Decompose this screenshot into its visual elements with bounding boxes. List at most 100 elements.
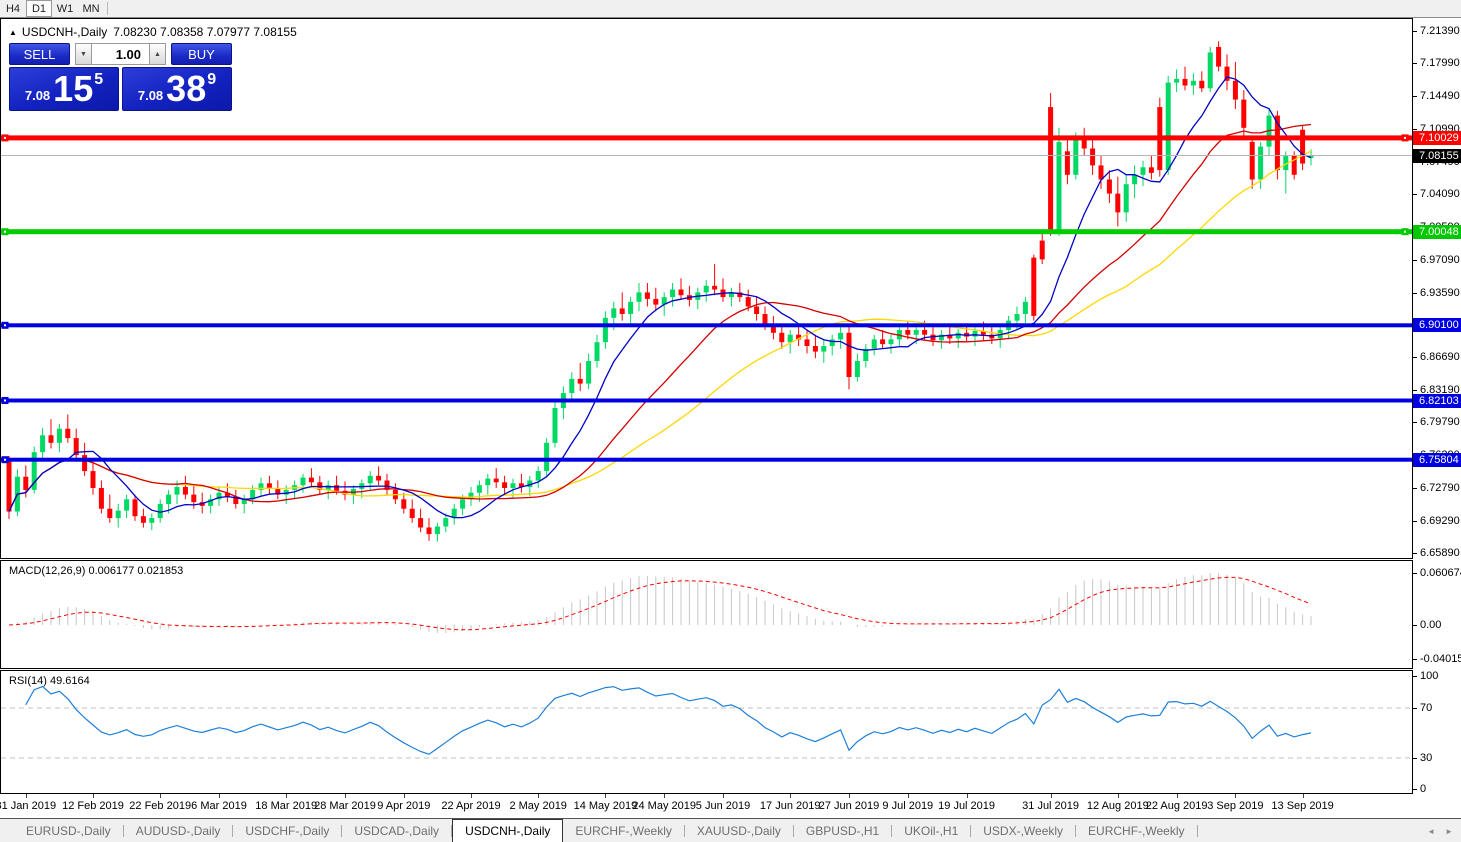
date-axis-label: 27 Jun 2019 bbox=[818, 800, 880, 812]
price-axis[interactable]: 7.213907.179907.144907.109907.074907.040… bbox=[1413, 18, 1461, 559]
hline-handle-dot bbox=[4, 399, 6, 402]
candle bbox=[157, 504, 163, 519]
candle bbox=[544, 442, 550, 472]
rsi-axis[interactable]: 100 70 30 0 bbox=[1413, 670, 1461, 795]
symbol-title: USDCNH-,Daily bbox=[21, 25, 108, 39]
horizontal-level-line[interactable] bbox=[1, 229, 1412, 235]
chart-tab-gbpusd-h1[interactable]: GBPUSD-,H1 bbox=[805, 823, 880, 838]
date-axis-tick bbox=[1050, 794, 1052, 798]
tab-separator bbox=[891, 824, 893, 837]
chart-tab-usdx-weekly[interactable]: USDX-,Weekly bbox=[983, 823, 1064, 838]
candle bbox=[149, 518, 155, 523]
price-axis-tick-label: 7.21390 bbox=[1420, 25, 1460, 37]
candle bbox=[334, 485, 340, 491]
chart-tab-usdchf-daily[interactable]: USDCHF-,Daily bbox=[245, 823, 330, 838]
candle bbox=[1014, 314, 1020, 321]
chart-tab-ukoil-h1[interactable]: UKOil-,H1 bbox=[904, 823, 959, 838]
volume-input[interactable] bbox=[92, 43, 149, 65]
sell-price-digits: 15 bbox=[53, 68, 94, 109]
price-axis-tick-label: 7.04090 bbox=[1420, 187, 1460, 200]
rsi-indicator-pane[interactable]: RSI(14) 49.6164 bbox=[0, 670, 1413, 794]
timeframe-button-mn[interactable]: MN bbox=[82, 2, 100, 15]
hline-handle-dot bbox=[4, 136, 6, 139]
hline-handle-dot bbox=[4, 458, 6, 461]
candle bbox=[325, 485, 331, 490]
price-chart-pane[interactable]: ▲ USDCNH-,Daily 7.08230 7.08358 7.07977 7.… bbox=[0, 18, 1413, 559]
sell-price-pip: 5 bbox=[94, 71, 104, 88]
candle bbox=[1224, 66, 1230, 81]
candle bbox=[972, 330, 978, 337]
date-axis-tick bbox=[471, 794, 472, 798]
candle bbox=[947, 334, 953, 339]
horizontal-level-line[interactable] bbox=[1, 457, 1412, 462]
rsi-axis-tick bbox=[1413, 676, 1417, 677]
macd-axis[interactable]: 0.060674 0.00 -0.040152 bbox=[1413, 560, 1461, 669]
candle bbox=[980, 330, 986, 335]
volume-increase-icon[interactable]: ▲ bbox=[149, 43, 166, 65]
price-axis-tick bbox=[1413, 259, 1417, 261]
volume-decrease-icon[interactable]: ▼ bbox=[75, 43, 92, 65]
candle bbox=[140, 516, 146, 523]
candle bbox=[300, 477, 306, 486]
date-axis[interactable]: 31 Jan 2019 12 Feb 2019 22 Feb 2019 6 Mar 2… bbox=[0, 794, 1461, 818]
candle bbox=[182, 487, 188, 495]
ma-line-period-34 bbox=[8, 150, 1312, 512]
date-axis-label: 9 Apr 2019 bbox=[377, 800, 431, 812]
date-axis-tick bbox=[966, 794, 968, 798]
candle bbox=[73, 438, 79, 456]
candle bbox=[1274, 115, 1280, 171]
date-axis-label: 2 May 2019 bbox=[509, 800, 567, 812]
candle bbox=[460, 499, 466, 509]
candle bbox=[1258, 146, 1264, 180]
date-axis-tick bbox=[1117, 794, 1119, 798]
macd-axis-tick bbox=[1413, 625, 1417, 626]
date-axis-tick bbox=[219, 794, 220, 798]
chart-tab-xauusd-daily[interactable]: XAUUSD-,Daily bbox=[696, 823, 781, 838]
candle bbox=[23, 476, 29, 490]
timeframe-button-h4[interactable]: H4 bbox=[5, 2, 21, 15]
chart-tab-usdcnh-daily[interactable]: USDCNH-,Daily bbox=[452, 819, 564, 842]
buy-button[interactable]: BUY bbox=[171, 43, 232, 65]
buy-price-box[interactable]: 7.08 38 9 bbox=[122, 67, 232, 111]
candle bbox=[1022, 301, 1028, 314]
chart-tab-eurchf-weekly[interactable]: EURCHF-,Weekly bbox=[1088, 823, 1185, 838]
candle bbox=[266, 483, 272, 489]
chart-tab-audusd-daily[interactable]: AUDUSD-,Daily bbox=[135, 823, 221, 838]
candle bbox=[1300, 129, 1306, 164]
chart-tab-eurchf-weekly[interactable]: EURCHF-,Weekly bbox=[575, 823, 672, 838]
candle bbox=[846, 332, 852, 377]
candle bbox=[754, 306, 760, 314]
sell-price-box[interactable]: 7.08 15 5 bbox=[9, 67, 119, 111]
candle bbox=[476, 485, 482, 493]
horizontal-level-line[interactable] bbox=[1, 398, 1412, 403]
candle bbox=[905, 330, 911, 335]
timeframe-button-w1[interactable]: W1 bbox=[56, 2, 74, 15]
timeframe-button-d1[interactable]: D1 bbox=[26, 0, 52, 17]
macd-label: MACD(12,26,9) 0.006177 0.021853 bbox=[9, 565, 184, 577]
candle bbox=[443, 518, 449, 527]
price-axis-tick bbox=[1413, 292, 1417, 294]
date-axis-tick bbox=[790, 794, 792, 798]
horizontal-level-line[interactable] bbox=[1, 135, 1412, 141]
price-marker-label: 6.82103 bbox=[1413, 393, 1461, 408]
tab-separator bbox=[1075, 824, 1077, 837]
candle bbox=[241, 499, 247, 504]
candle bbox=[838, 332, 844, 340]
candle bbox=[1081, 139, 1087, 149]
candle bbox=[1064, 151, 1070, 175]
date-axis-tick bbox=[605, 794, 607, 798]
macd-indicator-pane[interactable]: MACD(12,26,9) 0.006177 0.021853 bbox=[0, 560, 1413, 669]
price-marker-label: 7.10029 bbox=[1413, 130, 1461, 145]
ma-line-period-21 bbox=[8, 123, 1312, 512]
sell-button[interactable]: SELL bbox=[9, 43, 70, 65]
chart-tab-eurusd-daily[interactable]: EURUSD-,Daily bbox=[26, 823, 111, 838]
candle bbox=[1123, 184, 1129, 213]
date-axis-tick bbox=[93, 794, 94, 798]
tab-scroll-right-icon[interactable]: ► bbox=[1445, 826, 1453, 836]
collapse-panel-icon[interactable]: ▲ bbox=[9, 28, 17, 37]
candle bbox=[166, 494, 172, 504]
chart-tab-usdcad-daily[interactable]: USDCAD-,Daily bbox=[354, 823, 440, 838]
macd-signal-line bbox=[8, 576, 1312, 631]
horizontal-level-line[interactable] bbox=[1, 323, 1412, 328]
tab-scroll-left-icon[interactable]: ◄ bbox=[1427, 826, 1436, 836]
